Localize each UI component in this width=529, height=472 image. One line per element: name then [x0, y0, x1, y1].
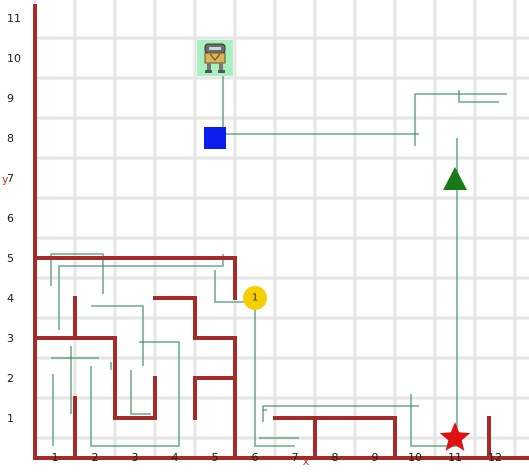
x-tick-label: 1 — [52, 451, 59, 464]
x-tick-label: 8 — [332, 451, 339, 464]
y-tick-label: 4 — [7, 292, 14, 305]
x-tick-label: 4 — [172, 451, 179, 464]
y-tick-label: 10 — [7, 52, 21, 65]
x-tick-label: 7 — [292, 451, 299, 464]
coin-label: 1 — [252, 293, 258, 304]
y-tick-label: 8 — [7, 132, 14, 145]
green-triangle-icon[interactable] — [443, 167, 467, 190]
entities: 1 — [197, 40, 471, 451]
red-star-icon[interactable] — [439, 422, 471, 451]
path-segment — [130, 370, 151, 415]
x-tick-label: 11 — [448, 451, 462, 464]
x-tick-label: 3 — [132, 451, 139, 464]
blue-square-icon[interactable] — [204, 127, 226, 149]
y-axis-label: y — [2, 173, 9, 186]
path-segment — [50, 253, 104, 294]
x-tick-label: 5 — [212, 451, 219, 464]
y-tick-label: 9 — [7, 92, 14, 105]
robot-icon — [204, 43, 226, 73]
y-tick-label: 3 — [7, 332, 14, 345]
yellow-coin-icon — [243, 286, 267, 310]
coin[interactable]: 1 — [243, 286, 267, 310]
y-tick-label: 1 — [7, 412, 14, 425]
agent-robot[interactable] — [197, 40, 233, 76]
path-segment — [262, 405, 419, 422]
x-tick-label: 10 — [408, 451, 422, 464]
path-segment — [410, 394, 455, 447]
y-tick-label: 7 — [7, 172, 14, 185]
y-tick-label: 6 — [7, 212, 14, 225]
x-tick-label: 9 — [372, 451, 379, 464]
x-tick-label: 6 — [252, 451, 259, 464]
x-tick-label: 2 — [92, 451, 99, 464]
path-segment — [91, 305, 144, 366]
path-segment — [90, 341, 180, 447]
y-tick-label: 5 — [7, 252, 14, 265]
path-segment — [458, 90, 499, 103]
y-tick-label: 11 — [7, 12, 21, 25]
maze-walls — [33, 4, 529, 460]
x-tick-label: 12 — [488, 451, 502, 464]
x-axis-label: x — [303, 455, 310, 468]
path-segment — [414, 93, 507, 146]
y-tick-label: 2 — [7, 372, 14, 385]
